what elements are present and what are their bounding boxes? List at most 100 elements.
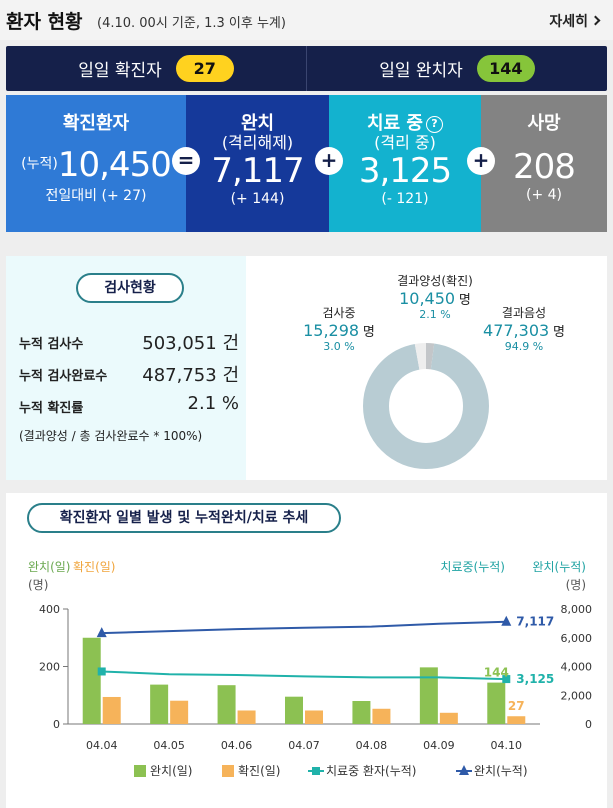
donut-slice-negative bbox=[363, 343, 489, 469]
daily-confirmed: 일일 확진자 27 bbox=[6, 46, 306, 91]
bar-confirmed-daily bbox=[372, 708, 391, 724]
treatment-box: 치료 중? (격리 중) 3,125 (- 121) bbox=[329, 95, 481, 232]
released-value: 7,117 bbox=[211, 151, 304, 191]
bar-released-daily bbox=[352, 701, 371, 724]
daily-bar: 일일 확진자 27 일일 완치자 144 bbox=[6, 46, 607, 91]
y-right-unit: (명) bbox=[566, 578, 586, 592]
y-right-tick-label: 0 bbox=[585, 718, 592, 731]
y-left-tick-label: 0 bbox=[53, 718, 60, 731]
treatment-value: 3,125 bbox=[358, 151, 452, 191]
donut-negative-unit: 명 bbox=[553, 325, 565, 340]
y-right-tick-label: 2,000 bbox=[561, 689, 593, 702]
help-icon[interactable]: ? bbox=[425, 116, 443, 133]
deaths-label: 사망 bbox=[527, 113, 561, 134]
tests-row: 누적 확진률 2.1 % bbox=[19, 393, 239, 416]
daily-released: 일일 완치자 144 bbox=[306, 46, 607, 91]
released-box: 완치 (격리해제) 7,117 (+ 144) bbox=[186, 95, 329, 232]
y-right-title-b: 완치(누적) bbox=[532, 560, 586, 574]
donut-pending-unit: 명 bbox=[362, 325, 375, 340]
tests-row: 누적 검사수 503,051 건 bbox=[19, 333, 239, 354]
bar-released-daily bbox=[285, 696, 303, 724]
donut-pending-pct: 3.0 % bbox=[323, 340, 355, 353]
page-title: 환자 현황 bbox=[6, 11, 83, 33]
tests-panel: 검사현황 누적 검사수 503,051 건 누적 검사완료수 487,753 건 누… bbox=[6, 256, 607, 480]
legend-item: 완치(누적) bbox=[456, 764, 528, 778]
equals-icon: = bbox=[172, 147, 200, 175]
tests-row-label: 누적 확진률 bbox=[19, 401, 84, 416]
x-tick-label: 04.06 bbox=[221, 739, 253, 752]
released-change: (+ 144) bbox=[230, 191, 285, 207]
x-tick-label: 04.05 bbox=[153, 739, 185, 752]
y-right-tick-label: 4,000 bbox=[561, 661, 593, 674]
legend-item: 확진(일) bbox=[222, 764, 280, 778]
bar-confirmed-daily bbox=[237, 710, 256, 724]
x-tick-label: 04.10 bbox=[491, 739, 523, 752]
confirmed-value: 10,450 bbox=[57, 145, 172, 185]
y-left-unit: (명) bbox=[28, 578, 48, 592]
legend-item: 완치(일) bbox=[134, 764, 192, 778]
tests-row: 누적 검사완료수 487,753 건 bbox=[19, 365, 239, 386]
tests-donut-chart bbox=[363, 343, 489, 469]
tests-row-label: 누적 검사수 bbox=[19, 337, 84, 352]
more-label: 자세히 bbox=[549, 14, 588, 30]
daily-released-badge: 144 bbox=[476, 55, 535, 82]
tests-row-value: 503,051 건 bbox=[142, 333, 239, 354]
legend-swatch bbox=[134, 765, 146, 777]
y-left-tick-label: 400 bbox=[39, 603, 60, 616]
confirmed-box: 확진환자 (누적)10,450 전일대비 (+ 27) bbox=[6, 95, 186, 232]
tests-row-label: 누적 검사완료수 bbox=[19, 369, 108, 384]
y-right-tick-label: 6,000 bbox=[561, 632, 593, 645]
data-label: 27 bbox=[508, 699, 525, 713]
confirmed-prefix: (누적) bbox=[21, 156, 58, 172]
bar-released-daily bbox=[82, 637, 101, 724]
daily-confirmed-label: 일일 확진자 bbox=[78, 61, 162, 81]
daily-released-label: 일일 완치자 bbox=[379, 61, 463, 81]
tests-title: 검사현황 bbox=[76, 273, 184, 303]
donut-negative-value: 477,303 bbox=[483, 321, 550, 340]
data-label: 3,125 bbox=[516, 672, 554, 686]
x-tick-label: 04.04 bbox=[86, 739, 118, 752]
x-tick-label: 04.09 bbox=[423, 739, 455, 752]
donut-positive-unit: 명 bbox=[458, 293, 471, 308]
y-left-title-b: 확진(일) bbox=[73, 560, 115, 574]
donut-negative-name: 결과음성 bbox=[501, 306, 547, 320]
legend-swatch bbox=[222, 765, 234, 777]
donut-pending-name: 검사중 bbox=[322, 306, 356, 320]
legend-label: 완치(누적) bbox=[474, 764, 528, 778]
legend-label: 확진(일) bbox=[238, 764, 280, 778]
donut-slice-pending bbox=[363, 343, 489, 469]
bar-confirmed-daily bbox=[170, 700, 189, 724]
released-sublabel: (격리해제) bbox=[221, 133, 294, 152]
tests-row-value: 487,753 건 bbox=[142, 365, 239, 386]
confirmed-change: 전일대비 (+ 27) bbox=[45, 188, 147, 204]
trend-chart: 완치(일) 확진(일) (명) 치료중(누적) 완치(누적) (명) 0 200 400 0 2,0… bbox=[28, 560, 593, 778]
donut-positive-pct: 2.1 % bbox=[419, 308, 451, 321]
y-right-tick-label: 8,000 bbox=[561, 603, 593, 616]
confirmed-label: 확진환자 bbox=[62, 113, 130, 134]
bar-confirmed-daily bbox=[305, 710, 323, 724]
tests-summary: 검사현황 누적 검사수 503,051 건 누적 검사완료수 487,753 건 누… bbox=[6, 256, 246, 480]
bar-released-daily bbox=[150, 684, 169, 724]
data-label: 7,117 bbox=[516, 615, 554, 629]
bar-confirmed-daily bbox=[507, 716, 526, 724]
trend-title: 확진환자 일별 발생 및 누적완치/치료 추세 bbox=[27, 503, 341, 533]
plus-icon: + bbox=[315, 147, 343, 175]
donut-positive-value: 10,450 bbox=[399, 289, 456, 308]
y-right-title-a: 치료중(누적) bbox=[440, 560, 505, 574]
daily-confirmed-badge: 27 bbox=[175, 55, 234, 82]
trend-panel: 확진환자 일별 발생 및 누적완치/치료 추세 완치(일) 확진(일) (명) 치료중… bbox=[6, 493, 607, 808]
bar-released-daily bbox=[419, 667, 438, 724]
deaths-box: 사망 208 (+ 4) bbox=[481, 95, 607, 232]
donut-positive-name: 결과양성(확진) bbox=[397, 274, 473, 288]
more-link[interactable]: 자세히 bbox=[549, 11, 601, 31]
point-treatment-cumulative bbox=[97, 667, 106, 676]
data-label: 144 bbox=[484, 666, 509, 680]
x-tick-label: 04.07 bbox=[288, 739, 320, 752]
plus-icon: + bbox=[467, 147, 495, 175]
chevron-right-icon bbox=[590, 15, 601, 26]
legend-swatch bbox=[459, 765, 469, 775]
point-released-cumulative bbox=[501, 615, 512, 626]
tests-row-value: 2.1 % bbox=[187, 393, 239, 414]
summary-boxes: 확진환자 (누적)10,450 전일대비 (+ 27) 완치 (격리해제) 7,… bbox=[6, 95, 607, 232]
y-left-tick-label: 200 bbox=[39, 661, 60, 674]
